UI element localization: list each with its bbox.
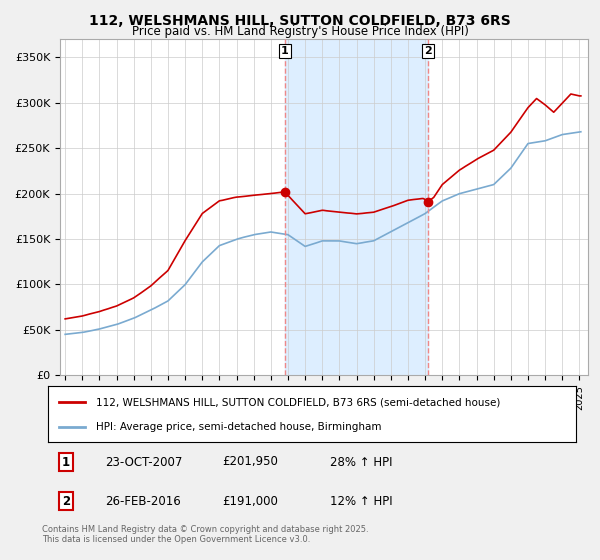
Text: 26-FEB-2016: 26-FEB-2016: [105, 494, 181, 508]
Text: Price paid vs. HM Land Registry's House Price Index (HPI): Price paid vs. HM Land Registry's House …: [131, 25, 469, 38]
Text: 12% ↑ HPI: 12% ↑ HPI: [330, 494, 392, 508]
Text: 1: 1: [62, 455, 70, 469]
Text: 2: 2: [424, 46, 431, 57]
Text: HPI: Average price, semi-detached house, Birmingham: HPI: Average price, semi-detached house,…: [95, 422, 381, 432]
Text: 2: 2: [62, 494, 70, 508]
Text: 112, WELSHMANS HILL, SUTTON COLDFIELD, B73 6RS (semi-detached house): 112, WELSHMANS HILL, SUTTON COLDFIELD, B…: [95, 397, 500, 407]
Text: 28% ↑ HPI: 28% ↑ HPI: [330, 455, 392, 469]
Text: 23-OCT-2007: 23-OCT-2007: [105, 455, 182, 469]
Bar: [285, 39, 428, 375]
Text: £201,950: £201,950: [222, 455, 278, 469]
Text: 1: 1: [281, 46, 289, 57]
Text: £191,000: £191,000: [222, 494, 278, 508]
Text: 112, WELSHMANS HILL, SUTTON COLDFIELD, B73 6RS: 112, WELSHMANS HILL, SUTTON COLDFIELD, B…: [89, 14, 511, 28]
Text: Contains HM Land Registry data © Crown copyright and database right 2025.
This d: Contains HM Land Registry data © Crown c…: [42, 525, 368, 544]
